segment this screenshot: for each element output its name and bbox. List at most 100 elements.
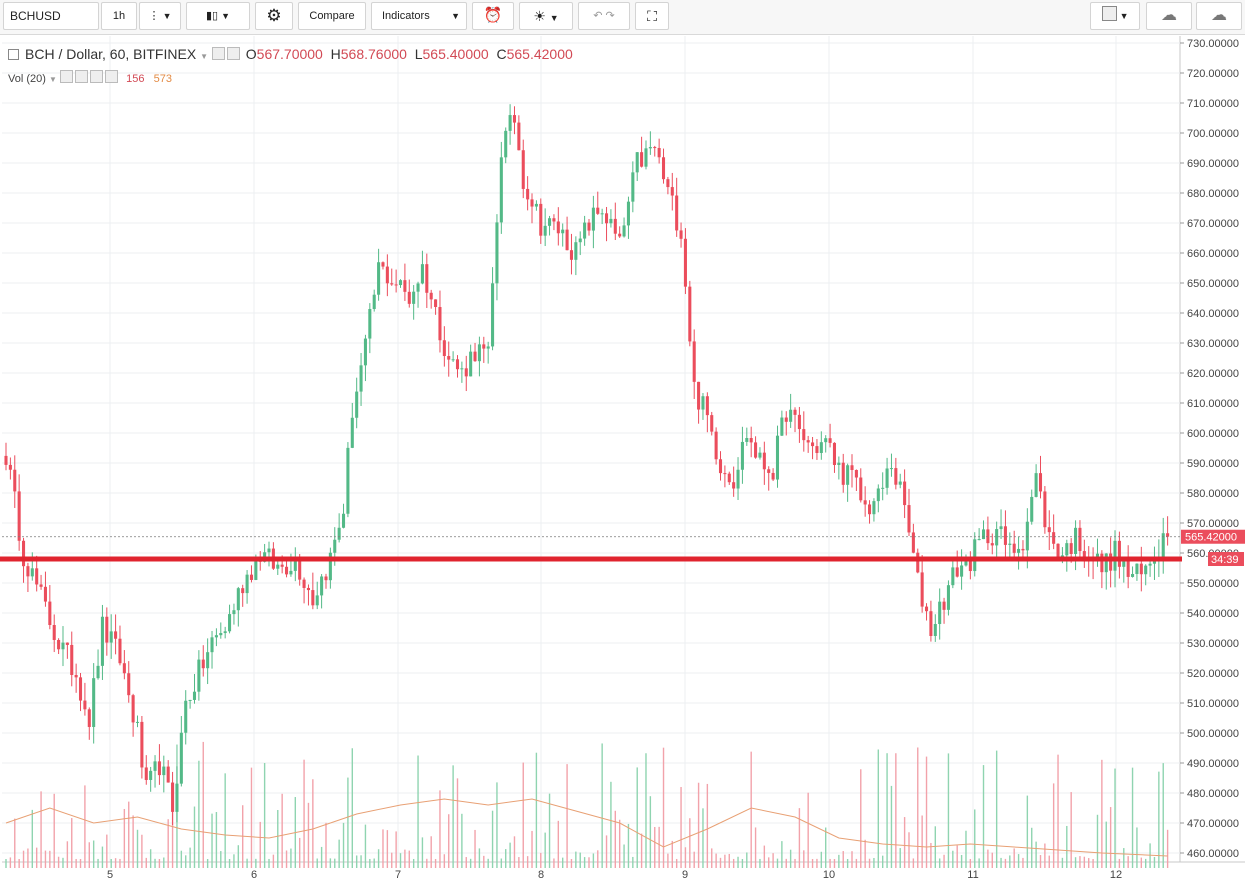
eye-icon[interactable]	[211, 47, 225, 60]
candle-body	[736, 469, 740, 489]
candle-body	[1131, 573, 1135, 577]
plus-icon[interactable]	[89, 70, 103, 83]
y-tick-label: 600.00000	[1187, 428, 1239, 440]
candle-body	[942, 601, 946, 610]
close-icon[interactable]	[104, 70, 118, 83]
candle-body	[135, 721, 140, 723]
candle-body	[811, 442, 815, 447]
candle-body	[640, 152, 644, 167]
candle-body	[609, 218, 613, 224]
candle-body	[407, 291, 411, 304]
candle-body	[245, 574, 249, 594]
candle-body	[1017, 548, 1021, 553]
candle-body	[973, 539, 977, 572]
candle-body	[118, 638, 122, 664]
candle-body	[824, 438, 828, 443]
collapse-legend-icon[interactable]	[8, 49, 19, 60]
last-price-badge-label: 565.42000	[1185, 532, 1237, 544]
undo-icon[interactable]: ↶	[593, 10, 603, 22]
candle-body	[556, 221, 560, 234]
candle-body	[1069, 543, 1073, 554]
volume-ma-line	[5, 798, 1168, 857]
candle-body	[1126, 558, 1130, 577]
chevron-down-icon[interactable]: ▼	[48, 75, 57, 84]
candle-body	[390, 283, 394, 285]
chart-style-button[interactable]: ▮▯ ▼	[186, 2, 250, 30]
candle-body	[613, 218, 617, 234]
settings-small-icon[interactable]	[74, 70, 88, 83]
symbol-search-input[interactable]: BCHUSD	[3, 2, 99, 30]
x-tick-label: 9	[682, 869, 688, 881]
compare-button[interactable]: Compare	[298, 2, 366, 30]
y-tick-label: 630.00000	[1187, 338, 1239, 350]
candle-body	[1056, 543, 1060, 557]
candle-body	[21, 540, 26, 567]
layout-square-icon	[1101, 6, 1117, 21]
layout-button[interactable]: ▼	[1090, 2, 1140, 30]
candle-body	[692, 341, 696, 382]
fullscreen-button[interactable]: ⛶	[635, 2, 669, 30]
candle-body	[438, 307, 442, 341]
open-value: 567.70000	[256, 46, 323, 62]
countdown-badge-label: 34:39	[1211, 554, 1239, 566]
candle-body	[350, 417, 354, 448]
y-tick-label: 700.00000	[1187, 128, 1239, 140]
candle-body	[675, 195, 679, 231]
chevron-down-icon[interactable]: ▼	[200, 52, 208, 61]
countdown-badge	[1208, 552, 1244, 566]
candle-body	[1122, 558, 1126, 567]
candle-body	[363, 338, 367, 366]
candle-body	[149, 770, 153, 780]
y-tick-label: 660.00000	[1187, 248, 1239, 260]
candle-body	[548, 218, 552, 226]
candle-body	[868, 504, 872, 515]
eye-icon[interactable]	[59, 70, 73, 83]
y-tick-label: 640.00000	[1187, 308, 1239, 320]
settings-button[interactable]: ⚙	[255, 2, 293, 30]
low-label: L	[414, 46, 423, 62]
candle-body	[661, 157, 666, 180]
settings-small-icon[interactable]	[226, 47, 240, 60]
candle-body	[78, 677, 83, 701]
candle-body	[631, 172, 635, 202]
candle-body	[477, 344, 481, 362]
candle-body	[916, 552, 920, 573]
candle-body	[574, 242, 578, 260]
candle-body	[894, 468, 898, 485]
y-tick-label: 730.00000	[1187, 38, 1239, 50]
y-tick-label: 470.00000	[1187, 818, 1239, 830]
candle-body	[412, 291, 416, 304]
interval-button[interactable]: 1h	[101, 2, 137, 30]
top-toolbar: BCHUSD 1h ⋮ ▼ ▮▯ ▼ ⚙ Compare Indicators …	[0, 0, 1245, 35]
candle-body	[539, 203, 543, 236]
x-tick-label: 5	[107, 869, 113, 881]
high-value: 568.76000	[340, 46, 407, 62]
candle-body	[17, 491, 21, 541]
candle-body	[990, 543, 994, 546]
candle-body	[1030, 496, 1034, 522]
volume-title: Vol (20)	[8, 73, 46, 85]
load-layout-button[interactable]: ☁	[1146, 2, 1192, 30]
candle-body	[793, 409, 797, 415]
alert-button[interactable]: ⏰	[472, 2, 514, 30]
save-layout-button[interactable]: ☁	[1196, 2, 1242, 30]
ideas-button[interactable]: ☀ ▼	[519, 2, 573, 30]
candle-body	[596, 207, 600, 214]
candle-body	[745, 438, 749, 442]
candle-body	[714, 431, 718, 460]
redo-icon[interactable]: ↷	[605, 10, 615, 22]
indicators-button[interactable]: Indicators ▼	[371, 2, 467, 30]
x-tick-label: 6	[251, 869, 257, 881]
candle-body	[315, 595, 319, 606]
candle-body	[534, 203, 538, 207]
chevron-down-icon: ▼	[451, 11, 460, 21]
candle-body	[521, 150, 525, 189]
y-tick-label: 540.00000	[1187, 608, 1239, 620]
candle-body	[320, 576, 324, 596]
candle-body	[403, 280, 407, 292]
interval-menu-button[interactable]: ⋮ ▼	[139, 2, 181, 30]
candle-body	[885, 468, 889, 488]
candle-body	[105, 616, 109, 643]
candle-body	[552, 218, 556, 222]
